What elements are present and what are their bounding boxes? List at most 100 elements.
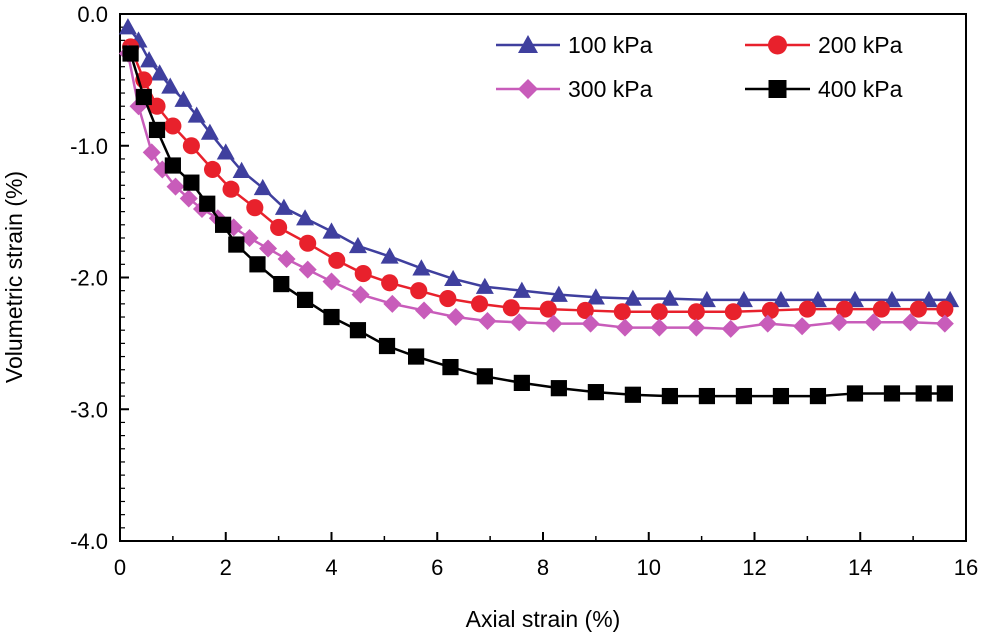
data-point xyxy=(253,178,272,196)
legend-label: 200 kPa xyxy=(818,32,903,58)
data-point xyxy=(798,300,816,318)
data-point xyxy=(830,313,849,332)
data-point xyxy=(200,123,219,140)
data-point xyxy=(660,289,679,306)
data-point xyxy=(550,380,567,397)
data-point xyxy=(298,260,317,279)
data-point xyxy=(161,77,180,94)
data-point xyxy=(296,209,315,226)
data-point xyxy=(772,387,790,405)
data-point xyxy=(354,264,372,283)
data-point xyxy=(240,228,259,247)
data-point xyxy=(476,368,493,385)
data-point xyxy=(539,300,557,318)
data-point xyxy=(249,256,266,273)
data-point xyxy=(439,290,457,308)
data-point xyxy=(615,318,634,337)
data-point xyxy=(771,290,790,308)
data-point xyxy=(322,272,341,291)
data-point xyxy=(661,387,678,405)
axis-tick-labels: 0 2 4 6 8 10 12 14 16 0.0 -1.0 -2.0 -3.0 -4.0 xyxy=(70,2,978,580)
x-tick-label: 14 xyxy=(848,555,872,580)
legend-entry: 400 kPa xyxy=(745,76,903,102)
data-point xyxy=(687,303,705,321)
data-point xyxy=(351,285,370,304)
data-point xyxy=(835,300,853,318)
x-tick-label: 2 xyxy=(220,555,232,580)
y-tick-label: -3.0 xyxy=(70,397,108,422)
data-point xyxy=(228,236,245,253)
series-400-kpa xyxy=(122,45,953,405)
data-point xyxy=(299,234,317,252)
data-point xyxy=(273,275,290,293)
data-point xyxy=(909,300,927,318)
data-point xyxy=(846,385,864,402)
x-tick-label: 10 xyxy=(637,555,661,580)
axis-ticks xyxy=(119,13,967,542)
y-tick-label: -4.0 xyxy=(70,529,108,554)
data-point xyxy=(383,294,402,313)
data-point xyxy=(650,303,668,321)
y-axis-title: Volumetric strain (%) xyxy=(1,171,27,383)
data-point xyxy=(510,313,529,332)
data-point xyxy=(187,106,206,123)
data-point xyxy=(246,199,264,217)
legend-label: 100 kPa xyxy=(568,32,653,58)
data-point xyxy=(734,290,753,308)
series-300-kpa xyxy=(118,44,954,338)
data-point xyxy=(882,290,901,308)
data-point xyxy=(199,195,216,212)
data-point xyxy=(761,301,779,319)
x-tick-label: 16 xyxy=(954,555,978,580)
y-tick-label: -2.0 xyxy=(70,266,108,291)
data-point xyxy=(872,300,890,318)
data-point xyxy=(936,385,953,402)
x-tick-label: 8 xyxy=(537,555,549,580)
data-point xyxy=(412,259,431,276)
data-point xyxy=(166,177,185,196)
data-point xyxy=(222,180,240,198)
data-point xyxy=(182,137,200,155)
legend-marker xyxy=(518,79,538,99)
data-point xyxy=(936,300,954,318)
data-point xyxy=(442,358,459,376)
legend-entry: 200 kPa xyxy=(745,32,903,58)
data-point xyxy=(758,314,777,333)
data-point xyxy=(380,247,399,264)
data-point xyxy=(270,218,288,236)
data-point xyxy=(410,282,428,300)
data-point xyxy=(698,387,716,405)
data-point xyxy=(216,143,235,160)
data-point xyxy=(148,121,166,139)
data-point xyxy=(735,387,753,405)
data-point xyxy=(935,314,954,333)
data-point xyxy=(381,274,399,292)
data-point xyxy=(203,160,222,179)
data-point xyxy=(378,337,396,355)
data-point xyxy=(915,385,932,402)
x-tick-label: 4 xyxy=(325,555,337,580)
series-line xyxy=(129,53,945,398)
data-point xyxy=(624,386,641,403)
legend: 100 kPa 200 kPa 300 kPa 400 kPa xyxy=(496,32,903,102)
series-layer xyxy=(118,18,960,405)
data-point xyxy=(587,384,604,401)
data-point xyxy=(809,387,827,405)
data-point xyxy=(148,97,166,115)
data-point xyxy=(724,303,742,321)
legend-marker xyxy=(768,80,787,98)
data-point xyxy=(650,318,669,337)
data-point xyxy=(164,157,181,174)
data-point xyxy=(277,250,296,269)
data-point xyxy=(140,51,159,68)
data-point xyxy=(444,269,463,287)
data-point xyxy=(502,299,520,317)
data-point xyxy=(122,45,139,62)
data-point xyxy=(478,311,497,330)
legend-marker xyxy=(768,35,787,55)
data-point xyxy=(883,385,901,402)
data-point xyxy=(415,301,434,320)
series-200-kpa xyxy=(122,38,954,321)
data-point xyxy=(471,295,489,313)
data-point xyxy=(475,277,494,294)
